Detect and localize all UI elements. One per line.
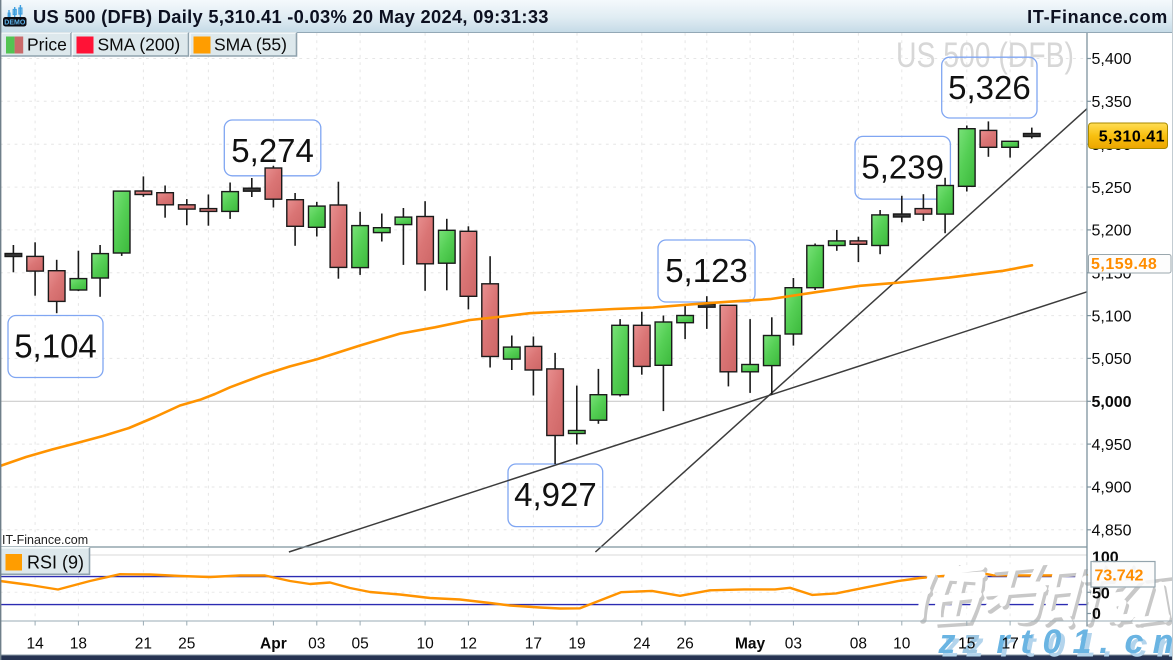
svg-text:1: 1 [1077, 627, 1096, 661]
svg-text:r: r [996, 623, 1011, 660]
svg-text:4,850: 4,850 [1092, 523, 1132, 540]
svg-text:25: 25 [178, 636, 195, 653]
svg-text:73.742: 73.742 [1095, 568, 1144, 585]
svg-text:1: 1 [1073, 623, 1092, 660]
svg-text:May: May [735, 636, 766, 653]
svg-text:5,159.48: 5,159.48 [1091, 256, 1157, 273]
svg-text:08: 08 [850, 636, 867, 653]
svg-text:z: z [966, 627, 984, 661]
svg-text:17: 17 [1001, 636, 1018, 653]
svg-text:z: z [962, 623, 980, 660]
svg-text:5,123: 5,123 [665, 252, 748, 289]
svg-text:.: . [1099, 623, 1108, 660]
svg-text:05: 05 [351, 636, 368, 653]
svg-text:15: 15 [958, 636, 975, 653]
svg-text:24: 24 [633, 636, 651, 653]
svg-text:n: n [1157, 627, 1173, 661]
svg-text:5,239: 5,239 [861, 148, 944, 185]
svg-text:5,400: 5,400 [1092, 51, 1132, 68]
svg-text:21: 21 [135, 636, 152, 653]
svg-text:z: z [938, 623, 956, 660]
svg-text:0: 0 [1043, 623, 1062, 660]
svg-text:5,326: 5,326 [948, 69, 1031, 106]
svg-text:5,200: 5,200 [1092, 223, 1132, 240]
svg-text:Price: Price [27, 35, 67, 55]
svg-text:c: c [1125, 623, 1144, 660]
svg-text:5,350: 5,350 [1092, 94, 1132, 111]
svg-text:US 500 (DFB) Daily 5,310.41 -0: US 500 (DFB) Daily 5,310.41 -0.03% 20 Ma… [33, 6, 549, 27]
svg-text:5,274: 5,274 [231, 132, 314, 169]
svg-text:0: 0 [1092, 606, 1101, 623]
svg-text:4,950: 4,950 [1092, 437, 1132, 454]
svg-text:19: 19 [568, 636, 585, 653]
svg-text:IT-Finance.com: IT-Finance.com [2, 533, 88, 547]
svg-text:Apr: Apr [260, 636, 287, 653]
svg-text:5,104: 5,104 [14, 328, 97, 365]
svg-text:18: 18 [70, 636, 87, 653]
svg-text:IT-Finance.com: IT-Finance.com [1027, 7, 1168, 27]
svg-text:5,100: 5,100 [1092, 308, 1132, 325]
svg-text:DEMO: DEMO [4, 20, 26, 27]
svg-text:10: 10 [893, 636, 911, 653]
svg-text:5,050: 5,050 [1092, 351, 1132, 368]
svg-text:03: 03 [785, 636, 802, 653]
svg-text:c: c [1129, 627, 1148, 661]
svg-text:17: 17 [525, 636, 542, 653]
svg-text:12: 12 [460, 636, 477, 653]
svg-text:50: 50 [1092, 586, 1110, 603]
svg-text:10: 10 [416, 636, 434, 653]
svg-text:5,000: 5,000 [1092, 394, 1132, 411]
svg-text:17: 17 [1001, 636, 1018, 653]
svg-text:5,310.41: 5,310.41 [1099, 129, 1165, 146]
svg-text:.: . [1103, 627, 1112, 661]
svg-text:r: r [1000, 627, 1015, 661]
svg-text:03: 03 [308, 636, 325, 653]
svg-text:SMA (200): SMA (200) [98, 35, 181, 55]
svg-text:0: 0 [1047, 627, 1066, 661]
svg-text:26: 26 [676, 636, 693, 653]
svg-text:4,900: 4,900 [1092, 480, 1132, 497]
svg-text:t: t [1020, 623, 1033, 660]
svg-text:n: n [1153, 623, 1173, 660]
svg-text:RSI (9): RSI (9) [27, 553, 84, 573]
svg-text:SMA (55): SMA (55) [214, 35, 287, 55]
svg-text:15: 15 [958, 636, 975, 653]
svg-text:5,250: 5,250 [1092, 180, 1132, 197]
svg-text:14: 14 [26, 636, 44, 653]
svg-text:US 500 (DFB): US 500 (DFB) [896, 36, 1074, 75]
svg-text:4,927: 4,927 [514, 476, 597, 513]
svg-text:z: z [942, 627, 960, 661]
svg-text:t: t [1024, 627, 1037, 661]
